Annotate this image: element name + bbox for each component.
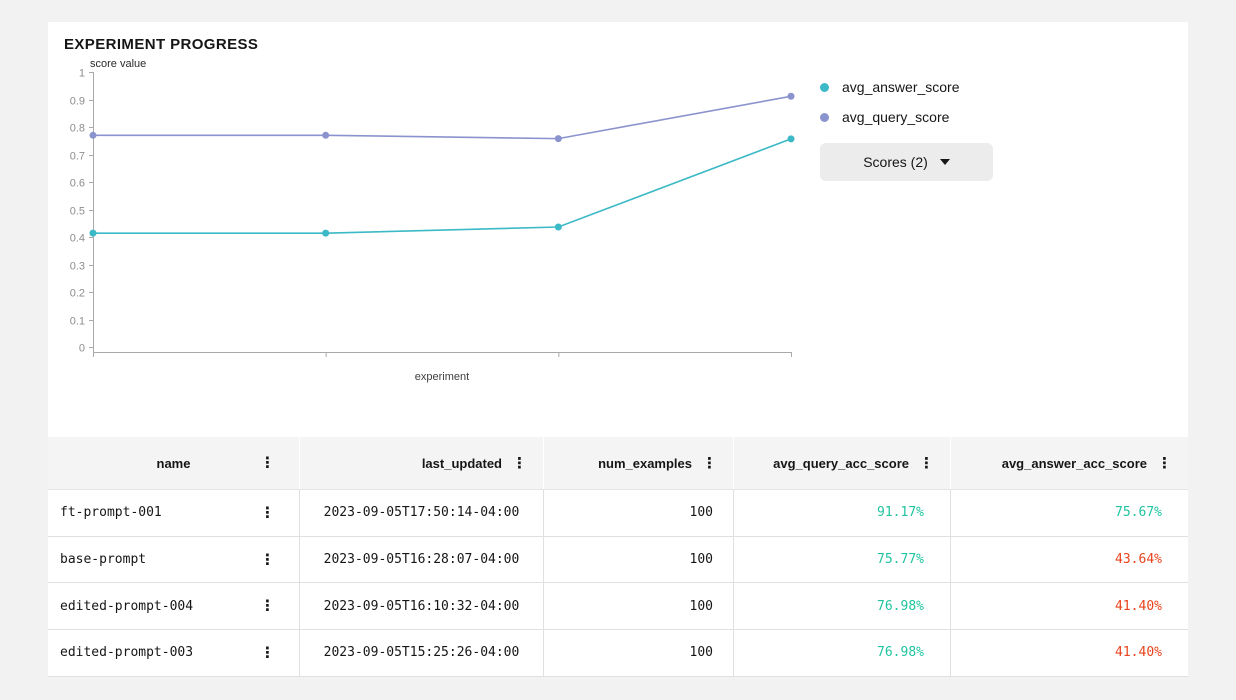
svg-text:0.9: 0.9 — [70, 96, 85, 108]
cell-name-value: edited-prompt-004 — [60, 598, 194, 614]
table-row[interactable]: edited-prompt-003 ⋮ 2023-09-05T15:25:26-04… — [48, 630, 1188, 677]
experiments-table: name ⋮ last_updated ⋮ num_examples ⋮ avg_query… — [48, 437, 1188, 677]
cell-avg-answer-acc-score: 41.40% — [951, 630, 1188, 676]
svg-text:0.7: 0.7 — [70, 151, 85, 163]
cell-last-updated: 2023-09-05T15:25:26-04:00 — [300, 630, 544, 676]
cell-last-updated-value: 2023-09-05T17:50:14-04:00 — [323, 505, 520, 521]
cell-avg-answer-acc-score-value: 41.40% — [1115, 598, 1162, 614]
cell-avg-answer-acc-score: 75.67% — [951, 490, 1188, 536]
kebab-menu-icon[interactable]: ⋮ — [260, 550, 275, 569]
chart-legend: avg_answer_score avg_query_score — [820, 72, 960, 132]
table-header-row: name ⋮ last_updated ⋮ num_examples ⋮ avg_query… — [48, 437, 1188, 490]
legend-label: avg_query_score — [842, 109, 950, 125]
svg-text:0.1: 0.1 — [70, 316, 85, 328]
cell-last-updated: 2023-09-05T17:50:14-04:00 — [300, 490, 544, 536]
svg-text:0.8: 0.8 — [70, 123, 85, 135]
cell-num-examples: 100 — [544, 490, 734, 536]
cell-name: edited-prompt-004 ⋮ — [48, 583, 300, 630]
svg-text:0: 0 — [79, 343, 85, 355]
cell-name-value: edited-prompt-003 — [60, 645, 194, 661]
column-header-label: num_examples — [598, 455, 692, 471]
table-row[interactable]: base-prompt ⋮ 2023-09-05T16:28:07-04:00 100… — [48, 536, 1188, 584]
legend-item-avg-answer-score[interactable]: avg_answer_score — [820, 72, 960, 102]
cell-name-value: ft-prompt-001 — [60, 505, 162, 521]
svg-text:0.3: 0.3 — [70, 261, 85, 273]
cell-name: ft-prompt-001 ⋮ — [48, 490, 300, 536]
cell-name: edited-prompt-003 ⋮ — [48, 630, 300, 676]
line-chart: 0 0.1 0.2 0.3 0.4 0.5 0.6 0.7 0.8 0.9 1 — [70, 68, 795, 357]
cell-avg-answer-acc-score: 43.64% — [951, 537, 1188, 583]
cell-avg-answer-acc-score-value: 43.64% — [1115, 552, 1162, 568]
cell-avg-query-acc-score-value: 91.17% — [877, 505, 924, 521]
column-header-label: avg_query_acc_score — [773, 455, 909, 471]
cell-last-updated: 2023-09-05T16:28:07-04:00 — [300, 536, 544, 583]
cell-last-updated-value: 2023-09-05T16:28:07-04:00 — [323, 552, 520, 568]
cell-avg-query-acc-score: 76.98% — [734, 583, 951, 630]
series-dot-icon — [820, 112, 829, 122]
column-header-num_examples: num_examples ⋮ — [544, 437, 734, 489]
cell-num-examples: 100 — [544, 536, 734, 583]
cell-avg-query-acc-score-value: 76.98% — [877, 598, 924, 614]
cell-avg-query-acc-score: 91.17% — [734, 490, 951, 536]
cell-num-examples: 100 — [544, 630, 734, 676]
kebab-menu-icon[interactable]: ⋮ — [1157, 453, 1172, 472]
cell-num-examples-value: 100 — [689, 505, 713, 521]
cell-last-updated-value: 2023-09-05T15:25:26-04:00 — [323, 645, 520, 661]
x-axis-label: experiment — [414, 371, 470, 383]
cell-num-examples: 100 — [544, 583, 734, 630]
cell-last-updated-value: 2023-09-05T16:10:32-04:00 — [323, 598, 520, 614]
legend-label: avg_answer_score — [842, 79, 960, 95]
column-header-avg_answer_acc_score: avg_answer_acc_score ⋮ — [951, 437, 1188, 489]
cell-avg-query-acc-score-value: 75.77% — [877, 552, 924, 568]
table-body: ft-prompt-001 ⋮ 2023-09-05T17:50:14-04:00 1… — [48, 490, 1188, 677]
scores-dropdown-label: Scores (2) — [863, 154, 928, 170]
column-header-label: avg_answer_acc_score — [1001, 455, 1147, 471]
column-header-name: name ⋮ — [48, 437, 300, 489]
cell-avg-answer-acc-score-value: 41.40% — [1115, 645, 1162, 661]
caret-down-icon — [939, 159, 950, 165]
kebab-menu-icon[interactable]: ⋮ — [512, 453, 527, 472]
scores-dropdown-button[interactable]: Scores (2) — [820, 143, 993, 181]
cell-name: base-prompt ⋮ — [48, 536, 300, 583]
svg-text:1: 1 — [79, 68, 85, 80]
svg-text:0.4: 0.4 — [70, 233, 85, 245]
table-row[interactable]: ft-prompt-001 ⋮ 2023-09-05T17:50:14-04:00 1… — [48, 490, 1188, 537]
column-header-label: last_updated — [421, 455, 502, 471]
kebab-menu-icon[interactable]: ⋮ — [260, 453, 275, 472]
cell-last-updated: 2023-09-05T16:10:32-04:00 — [300, 583, 544, 630]
cell-num-examples-value: 100 — [689, 552, 713, 568]
column-header-avg_query_acc_score: avg_query_acc_score ⋮ — [734, 437, 951, 489]
column-header-last_updated: last_updated ⋮ — [300, 437, 544, 489]
cell-avg-answer-acc-score: 41.40% — [951, 583, 1188, 629]
kebab-menu-icon[interactable]: ⋮ — [260, 643, 275, 662]
kebab-menu-icon[interactable]: ⋮ — [919, 453, 934, 472]
page-title: EXPERIMENT PROGRESS — [64, 36, 259, 53]
cell-num-examples-value: 100 — [689, 645, 713, 661]
experiment-progress-card: EXPERIMENT PROGRESS score value 0 0.1 0.2 0… — [48, 22, 1188, 677]
cell-avg-answer-acc-score-value: 75.67% — [1115, 505, 1162, 521]
kebab-menu-icon[interactable]: ⋮ — [260, 503, 275, 522]
legend-item-avg-query-score[interactable]: avg_query_score — [820, 102, 960, 132]
svg-text:0.6: 0.6 — [70, 178, 85, 190]
cell-avg-query-acc-score: 75.77% — [734, 536, 951, 583]
svg-text:0.5: 0.5 — [70, 206, 85, 218]
cell-num-examples-value: 100 — [689, 598, 713, 614]
cell-avg-query-acc-score-value: 76.98% — [877, 645, 924, 661]
svg-text:0.2: 0.2 — [70, 288, 85, 300]
kebab-menu-icon[interactable]: ⋮ — [702, 453, 717, 472]
kebab-menu-icon[interactable]: ⋮ — [260, 596, 275, 615]
y-axis-label: score value — [90, 58, 147, 70]
table-row[interactable]: edited-prompt-004 ⋮ 2023-09-05T16:10:32-04… — [48, 583, 1188, 631]
column-header-label: name — [156, 455, 191, 471]
cell-avg-query-acc-score: 76.98% — [734, 630, 951, 676]
cell-name-value: base-prompt — [60, 552, 147, 568]
series-dot-icon — [820, 82, 829, 92]
